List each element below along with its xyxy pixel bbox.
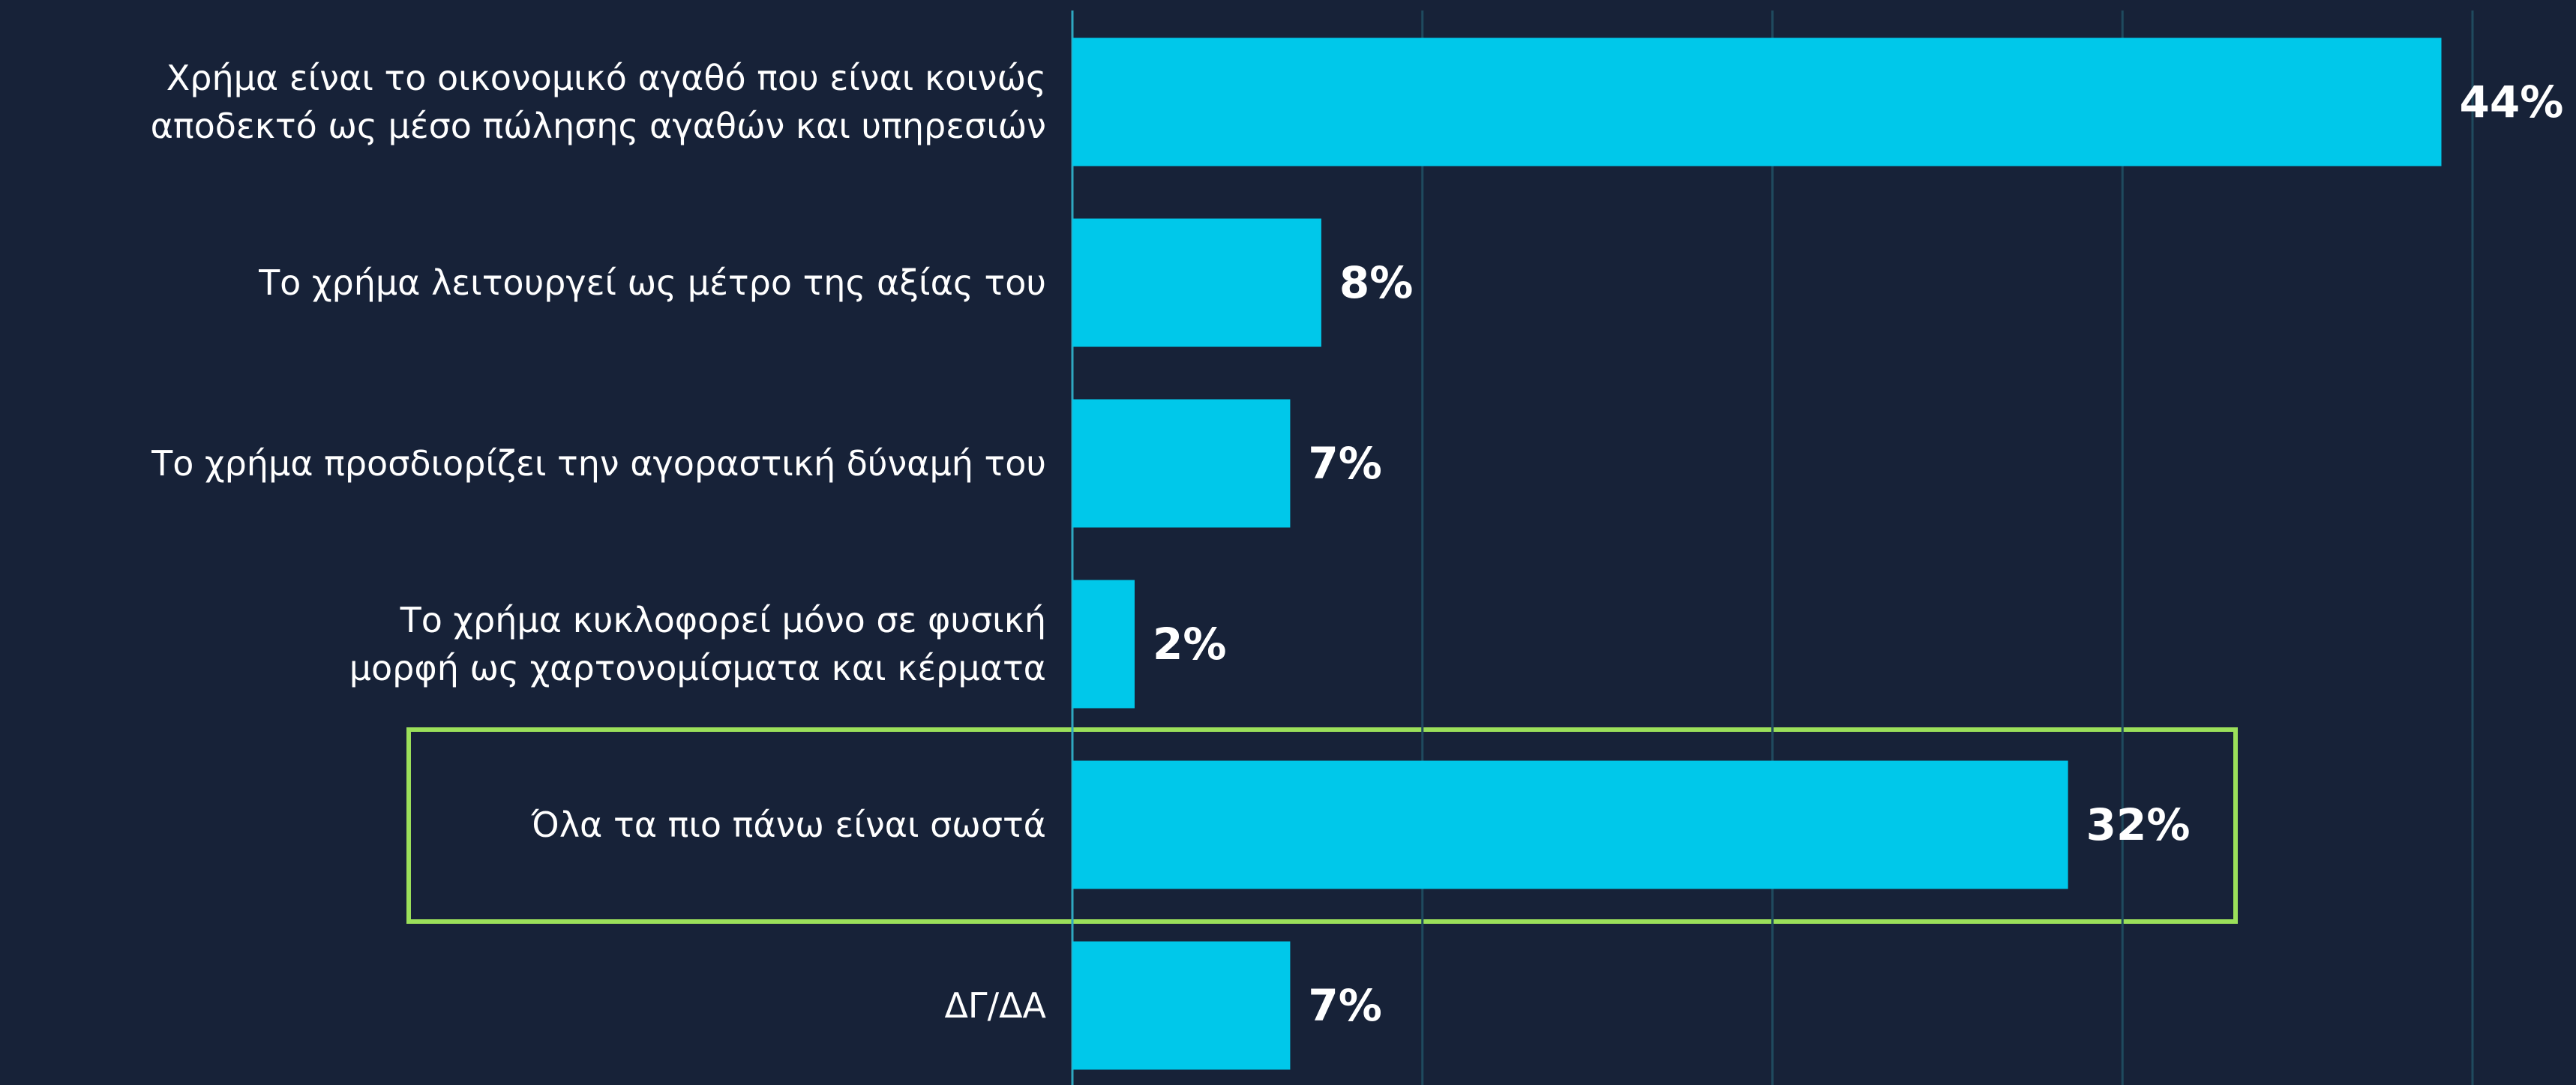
bar: [1072, 760, 2068, 889]
value-label: 7%: [1308, 980, 1382, 1031]
highlight-box: [406, 727, 2238, 924]
bar: [1072, 37, 2442, 166]
category-label: Το χρήμα λειτουργεί ως μέτρο της αξίας τ…: [259, 262, 1046, 303]
value-label: 2%: [1152, 619, 1227, 670]
category-label: Το χρήμα κυκλοφορεί μόνο σε φυσική μορφή…: [349, 600, 1046, 688]
value-label: 7%: [1308, 438, 1382, 489]
category-label: ΔΓ/ΔΑ: [944, 985, 1046, 1026]
bar: [1072, 399, 1291, 528]
category-label: Όλα τα πιο πάνω είναι σωστά: [531, 805, 1046, 845]
category-label: Το χρήμα προσδιορίζει την αγοραστική δύν…: [151, 443, 1046, 484]
value-label: 32%: [2086, 799, 2191, 850]
bar: [1072, 941, 1291, 1070]
category-label: Χρήμα είναι το οικονομικό αγαθό που είνα…: [150, 58, 1046, 146]
bar: [1072, 580, 1135, 709]
bar: [1072, 218, 1321, 347]
value-label: 8%: [1339, 257, 1414, 308]
value-label: 44%: [2459, 76, 2564, 127]
